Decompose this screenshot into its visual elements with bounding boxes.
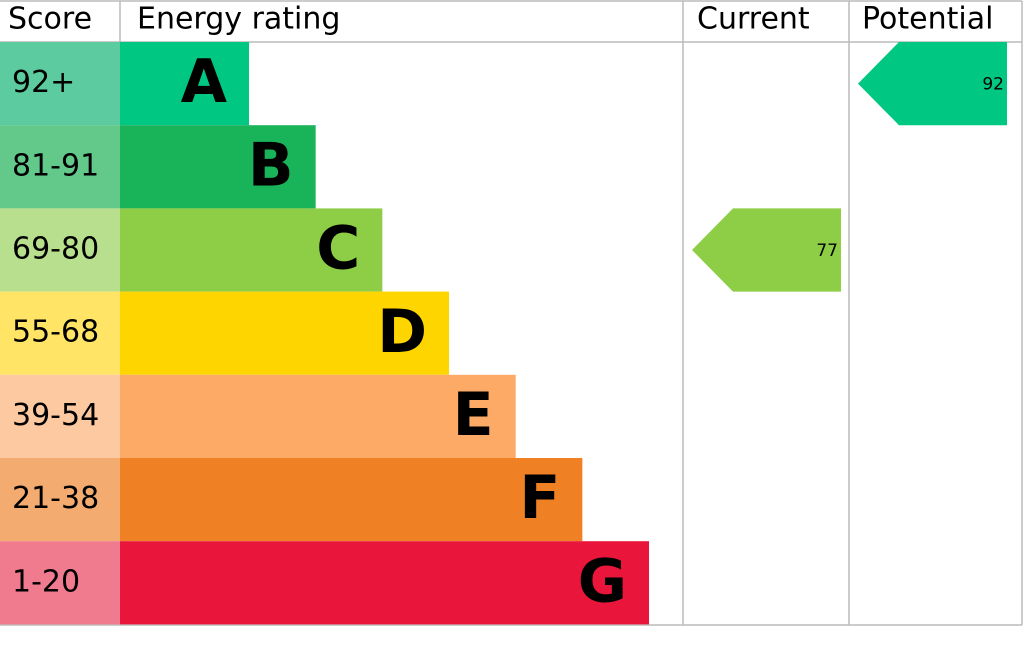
score-range: 81-91 [12,148,99,183]
header: Current [697,2,810,37]
rating-letter: C [316,214,360,284]
potential-arrow [858,42,1007,126]
header: Potential [862,2,993,37]
score-cell [0,541,120,625]
rating-bar [120,458,583,542]
score-cell [0,125,120,209]
rating-letter: B [248,130,294,200]
score-range: 69-80 [12,232,99,267]
score-range: 1-20 [12,564,80,599]
rating-bar [120,208,383,292]
score-cell [0,208,120,292]
current-arrow [692,208,841,292]
score-cell [0,291,120,375]
rating-letter: D [377,297,427,367]
rating-letter: G [578,546,627,616]
score-range: 92+ [12,65,75,100]
score-cell [0,458,120,542]
score-range: 39-54 [12,398,99,433]
header: Energy rating [137,2,340,37]
rating-letter: A [181,47,228,117]
rating-bar [120,42,249,126]
rating-bar [120,374,516,458]
rating-bar [120,291,450,375]
rating-bar [120,125,316,209]
score-cell [0,374,120,458]
rating-letter: E [453,380,494,450]
rating-bar [120,541,650,625]
score-range: 21-38 [12,481,99,516]
potential-value: 92 [982,75,1004,95]
score-cell [0,42,120,126]
header: Score [8,2,92,37]
current-value: 77 [816,241,838,261]
rating-letter: F [519,463,560,533]
score-range: 55-68 [12,315,99,350]
